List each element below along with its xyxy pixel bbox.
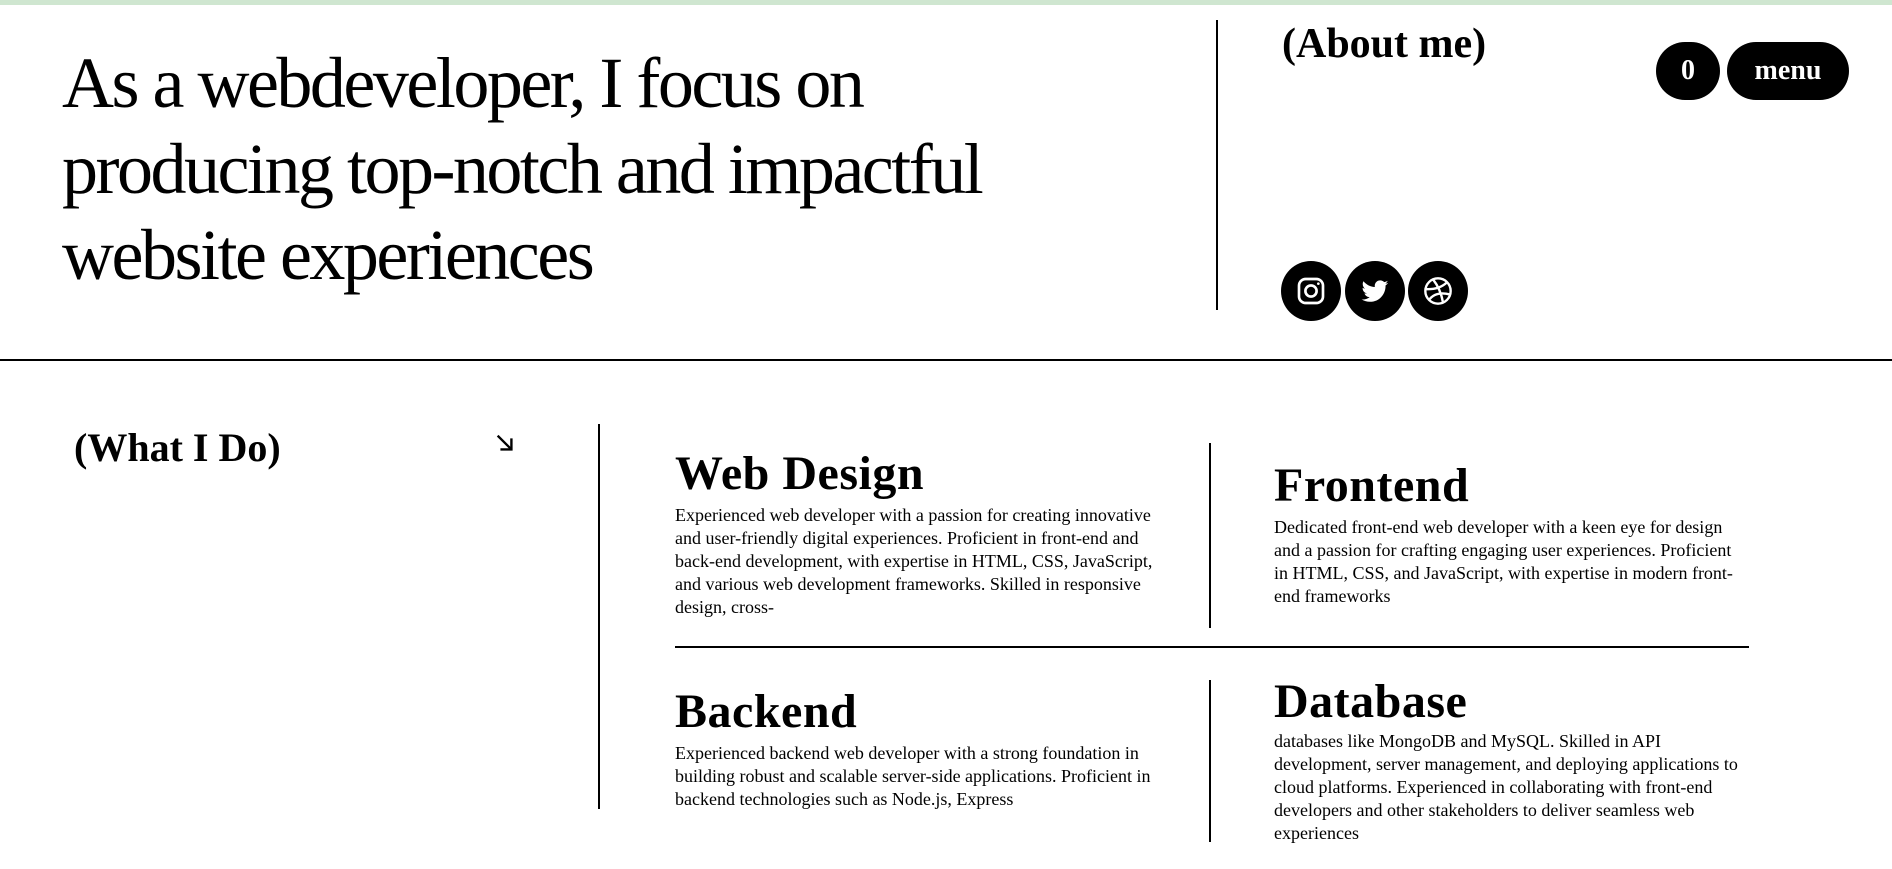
twitter-link[interactable] <box>1345 261 1405 321</box>
instagram-icon <box>1297 277 1325 305</box>
service-card-backend: Backend Experienced backend web develope… <box>675 686 1155 857</box>
service-card-title: Web Design <box>675 447 925 500</box>
cart-button[interactable]: 0 <box>1656 42 1720 100</box>
menu-button[interactable]: menu <box>1727 42 1849 100</box>
service-card-web-design: Web Design Experienced web developer wit… <box>675 448 1155 619</box>
service-card-title: Frontend <box>1274 459 1470 512</box>
twitter-icon <box>1361 280 1389 302</box>
dribbble-icon <box>1424 277 1452 305</box>
arrow-down-right-icon <box>496 434 513 451</box>
card-divider-vertical-bottom <box>1209 680 1211 842</box>
hero-heading: As a webdeveloper, I focus on producing … <box>62 43 984 295</box>
service-card-description: Dedicated front-end web developer with a… <box>1274 517 1733 606</box>
service-card-title: Backend <box>675 685 858 738</box>
service-card-frontend: Frontend Dedicated front-end web develop… <box>1274 460 1744 631</box>
service-card-description: Experienced web developer with a passion… <box>675 505 1153 617</box>
hero-divider <box>1216 20 1218 310</box>
service-card-description: Experienced backend web developer with a… <box>675 743 1151 809</box>
services-divider <box>598 424 600 809</box>
card-divider-vertical-top <box>1209 443 1211 628</box>
service-card-description: databases like MongoDB and MySQL. Skille… <box>1274 731 1738 843</box>
dribbble-link[interactable] <box>1408 261 1468 321</box>
service-card-title: Database <box>1274 675 1468 728</box>
top-accent-bar <box>0 0 1892 5</box>
services-title: (What I Do) <box>74 425 281 470</box>
service-card-database: Database databases like MongoDB and MySQ… <box>1274 676 1744 845</box>
about-title: (About me) <box>1282 21 1487 67</box>
instagram-link[interactable] <box>1281 261 1341 321</box>
section-divider <box>0 359 1892 361</box>
card-divider-horizontal <box>675 646 1749 648</box>
